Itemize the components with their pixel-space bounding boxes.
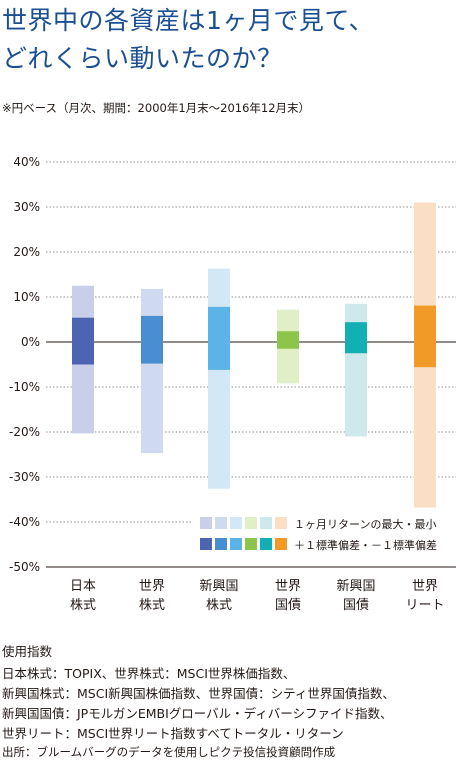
title-line-1: 世界中の各資産は1ヶ月で見て、 <box>2 6 375 35</box>
std-dev-bar <box>414 305 436 368</box>
category-label-line2: 株式 <box>206 598 232 613</box>
category-label-line1: 新興国 <box>199 578 238 594</box>
y-tick-label: -30% <box>9 470 40 484</box>
category-label-line1: 世界 <box>412 579 438 594</box>
legend-swatch-std-dev <box>200 538 212 550</box>
y-tick-label: -20% <box>9 425 40 439</box>
legend-label-std-dev: ＋１標準偏差・－１標準偏差 <box>294 538 437 552</box>
legend-swatch-range <box>230 517 242 529</box>
std-dev-bar <box>277 331 299 349</box>
range-bar <box>208 268 230 489</box>
footer-line-3: 新興国国債：JPモルガンEMBIグローバル・ディバーシファイド指数、 <box>2 706 393 721</box>
std-dev-bar <box>141 315 163 364</box>
source-note: 出所：ブルームバーグのデータを使用しピクテ投信投資顧問作成 <box>2 745 336 759</box>
category-label-line2: 国債 <box>343 598 369 613</box>
y-tick-label: 30% <box>13 200 40 214</box>
legend-swatch-std-dev <box>230 538 242 550</box>
legend-swatch-range <box>200 517 212 529</box>
footer-line-2: 新興国株式：MSCI新興国株価指数、世界国債：シティ世界国債指数、 <box>2 686 395 701</box>
category-label-line2: 株式 <box>70 598 96 613</box>
page-title: 世界中の各資産は1ヶ月で見て、 どれくらい動いたのか？ <box>2 2 458 78</box>
legend-swatch-std-dev <box>275 538 287 550</box>
legend-swatch-std-dev <box>215 538 227 550</box>
legend-swatch-range <box>245 517 257 529</box>
grid-layer <box>46 161 456 568</box>
y-tick-label: -50% <box>9 560 40 574</box>
y-tick-label: 0% <box>21 335 40 349</box>
y-tick-label: -10% <box>9 380 40 394</box>
axis-layer: 40% 30% 20% 10% 0% -10% -20% -30% -40% -50% 日本株式 世界… <box>9 155 445 613</box>
category-label-line2: リート <box>405 598 444 613</box>
std-dev-bar <box>345 322 367 354</box>
footer-line-4: 世界リート：MSCI世界リート指数すべてトータル・リターン <box>2 726 344 741</box>
legend-swatch-std-dev <box>260 538 272 550</box>
title-line-2: どれくらい動いたのか？ <box>2 44 283 73</box>
legend-swatch-range <box>215 517 227 529</box>
legend-swatch-range <box>260 517 272 529</box>
footer-line-1: 日本株式：TOPIX、世界株式：MSCI世界株価指数、 <box>2 666 296 681</box>
std-dev-bar <box>72 317 94 365</box>
legend-layer: １ヶ月リターンの最大・最小 ＋１標準偏差・－１標準偏差 <box>192 513 456 559</box>
legend-swatch-std-dev <box>245 538 257 550</box>
asset-return-range-chart: 40% 30% 20% 10% 0% -10% -20% -30% -40% -50% 日本株式 世界… <box>9 155 456 613</box>
y-tick-label: 40% <box>13 155 40 169</box>
legend-label-range: １ヶ月リターンの最大・最小 <box>294 517 436 531</box>
range-bar <box>141 288 163 454</box>
category-label-line1: 世界 <box>275 579 301 594</box>
footer-heading: 使用指数 <box>2 644 53 659</box>
subtitle: ※円ベース（月次、期間：2000年1月末～2016年12月末） <box>2 101 311 115</box>
bar-layer <box>72 202 436 508</box>
category-label-line1: 日本 <box>70 579 96 594</box>
category-label-line2: 株式 <box>139 598 165 613</box>
y-tick-label: 20% <box>13 245 40 259</box>
category-label-line2: 国債 <box>275 598 301 613</box>
y-tick-label: 10% <box>13 290 40 304</box>
legend-swatch-range <box>275 517 287 529</box>
std-dev-bar <box>208 306 230 370</box>
y-tick-label: -40% <box>9 515 40 529</box>
category-label-line1: 世界 <box>139 579 165 594</box>
category-label-line1: 新興国 <box>336 578 375 594</box>
